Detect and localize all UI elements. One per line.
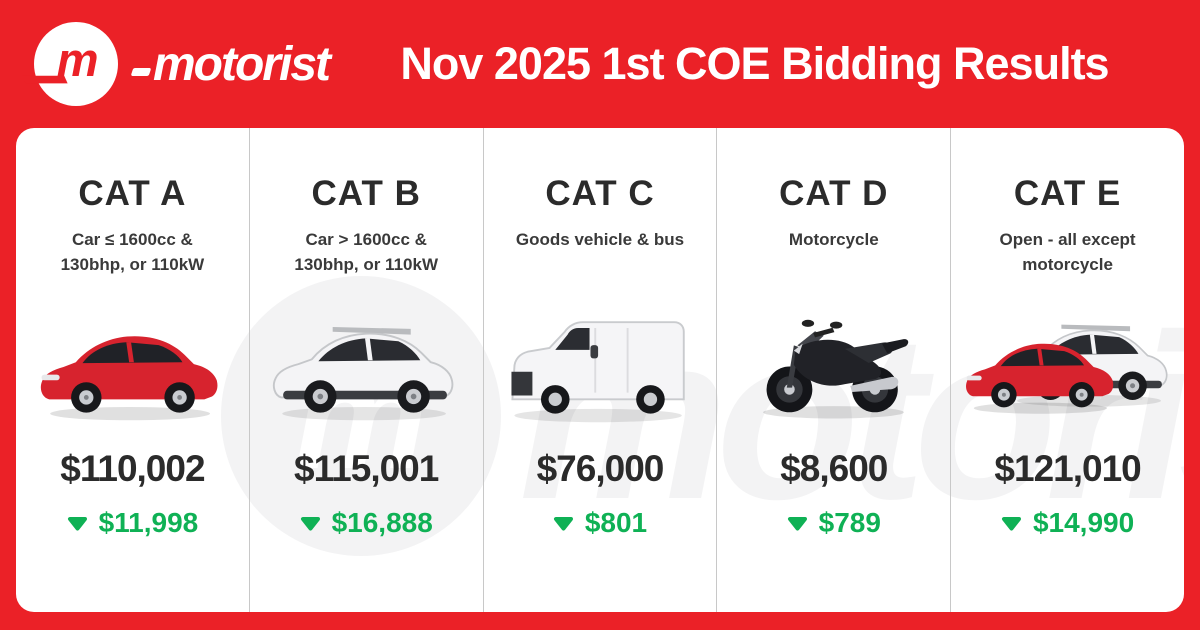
category-description: Open - all except motorcycle (975, 228, 1160, 280)
category-column-cat-d: CAT D Motorcycle $8,600 $789 (716, 128, 950, 612)
down-arrow-icon (787, 516, 808, 531)
wordmark-text: motorist (153, 37, 329, 92)
change-value: $801 (585, 507, 647, 539)
change-value: $789 (819, 507, 881, 539)
category-title: CAT E (1014, 174, 1121, 214)
down-arrow-icon (67, 516, 88, 531)
premium-change: $11,998 (67, 507, 199, 539)
premium-change: $16,888 (300, 507, 433, 539)
category-title: CAT C (545, 174, 654, 214)
premium-value: $121,010 (994, 448, 1140, 490)
header: m motorist Nov 2025 1st COE Bidding Resu… (0, 0, 1200, 128)
premium-change: $789 (787, 507, 881, 539)
category-column-cat-a: CAT A Car ≤ 1600cc & 130bhp, or 110kW $1… (16, 128, 249, 612)
category-title: CAT B (312, 174, 421, 214)
results-card: m motorist CAT A Car ≤ 1600cc & 130bhp, … (16, 128, 1184, 612)
down-arrow-icon (300, 516, 321, 531)
motorist-logo-icon: m (34, 22, 118, 106)
down-arrow-icon (553, 516, 574, 531)
motorist-logo: m motorist (34, 22, 329, 106)
change-value: $14,990 (1033, 507, 1134, 539)
wordmark-underscore (131, 68, 152, 76)
motorcycle-image (741, 288, 926, 444)
change-value: $16,888 (332, 507, 433, 539)
change-value: $11,998 (99, 507, 199, 539)
car-and-suv-image (962, 288, 1174, 444)
premium-value: $110,002 (60, 448, 204, 490)
category-description: Goods vehicle & bus (516, 228, 684, 280)
category-column-cat-c: CAT C Goods vehicle & bus $76,000 $801 (483, 128, 717, 612)
premium-value: $76,000 (537, 448, 664, 490)
premium-value: $8,600 (780, 448, 887, 490)
category-description: Car ≤ 1600cc & 130bhp, or 110kW (40, 228, 225, 280)
down-arrow-icon (1001, 516, 1022, 531)
premium-change: $14,990 (1001, 507, 1134, 539)
category-title: CAT D (779, 174, 888, 214)
white-van-image (500, 288, 700, 444)
motorist-wordmark: motorist (132, 37, 329, 92)
white-suv-image (266, 288, 466, 444)
page-title: Nov 2025 1st COE Bidding Results (329, 38, 1170, 90)
premium-change: $801 (553, 507, 647, 539)
category-column-cat-b: CAT B Car > 1600cc & 130bhp, or 110kW $1… (249, 128, 483, 612)
category-description: Motorcycle (789, 228, 879, 280)
category-description: Car > 1600cc & 130bhp, or 110kW (274, 228, 459, 280)
red-car-image (32, 288, 232, 444)
category-column-cat-e: CAT E Open - all except motorcycle $121,… (950, 128, 1184, 612)
category-title: CAT A (78, 174, 186, 214)
premium-value: $115,001 (294, 448, 438, 490)
